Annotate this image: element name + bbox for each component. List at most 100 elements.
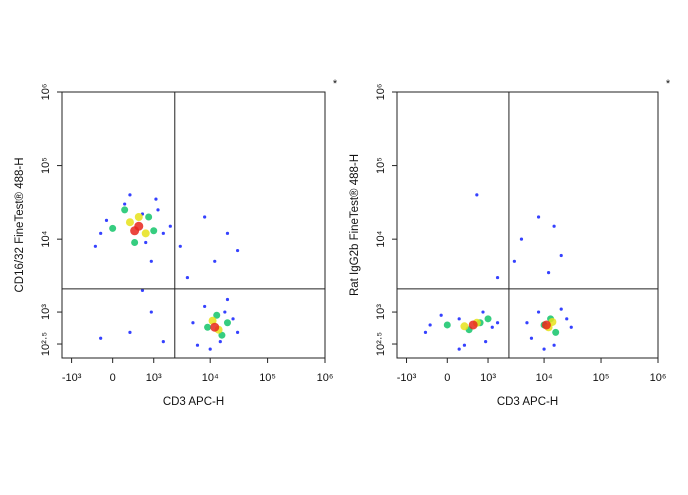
corner-mark: * bbox=[333, 78, 338, 90]
point bbox=[131, 239, 139, 247]
point bbox=[529, 336, 534, 340]
y-tick-label: 10³ bbox=[40, 304, 52, 320]
point bbox=[191, 321, 195, 325]
x-tick-label: 10⁵ bbox=[593, 372, 610, 384]
corner-mark: * bbox=[666, 78, 671, 90]
x-tick-label: -10³ bbox=[62, 372, 82, 384]
point bbox=[443, 321, 451, 329]
point bbox=[121, 206, 129, 214]
x-tick-label: -10³ bbox=[397, 372, 417, 384]
x-axis-title: CD3 APC-H bbox=[163, 396, 224, 408]
y-axis-title: CD16/32 FineTest® 488-H bbox=[14, 157, 26, 292]
point bbox=[475, 193, 479, 197]
y-tick-label: 10²·⁵ bbox=[375, 332, 387, 356]
point bbox=[225, 231, 230, 235]
point bbox=[542, 347, 546, 351]
point bbox=[468, 320, 478, 330]
point bbox=[559, 253, 563, 258]
point bbox=[218, 339, 222, 344]
point bbox=[559, 307, 563, 311]
point bbox=[484, 315, 492, 323]
point bbox=[161, 339, 165, 344]
point bbox=[462, 343, 467, 347]
point bbox=[460, 322, 469, 331]
point bbox=[213, 259, 217, 263]
point bbox=[223, 310, 227, 314]
point bbox=[552, 224, 556, 228]
point bbox=[457, 317, 461, 321]
x-tick-label: 10⁶ bbox=[650, 372, 667, 384]
point bbox=[104, 218, 109, 222]
point bbox=[457, 347, 461, 351]
point bbox=[546, 271, 551, 275]
point bbox=[185, 275, 190, 280]
point bbox=[154, 197, 158, 201]
point bbox=[552, 343, 556, 347]
y-tick-label: 10⁶ bbox=[40, 84, 52, 101]
point bbox=[223, 319, 231, 327]
plot-frame bbox=[61, 91, 326, 359]
point bbox=[93, 244, 97, 248]
x-tick-label: 10⁴ bbox=[202, 372, 219, 384]
point bbox=[203, 304, 207, 309]
y-tick-label: 10⁶ bbox=[375, 84, 387, 101]
point bbox=[161, 231, 165, 235]
point bbox=[149, 310, 153, 314]
x-tick-label: 10⁶ bbox=[317, 372, 334, 384]
point bbox=[428, 323, 432, 327]
y-axis-title: Rat IgG2b FineTest® 488-H bbox=[349, 154, 361, 296]
x-tick-label: 10³ bbox=[146, 372, 162, 384]
point bbox=[536, 215, 541, 219]
point bbox=[99, 231, 103, 235]
x-axis-title: CD3 APC-H bbox=[497, 396, 558, 408]
point bbox=[495, 321, 500, 325]
point bbox=[569, 325, 573, 329]
point bbox=[231, 317, 235, 321]
y-tick-label: 10³ bbox=[375, 304, 387, 320]
point bbox=[213, 311, 221, 319]
point bbox=[204, 323, 212, 331]
point bbox=[128, 330, 132, 334]
x-tick-label: 0 bbox=[444, 372, 450, 384]
point bbox=[208, 316, 217, 325]
point bbox=[128, 193, 132, 197]
point bbox=[125, 218, 134, 227]
x-tick-label: 10⁴ bbox=[536, 372, 553, 384]
point bbox=[123, 202, 127, 206]
point bbox=[484, 339, 488, 344]
point bbox=[439, 313, 443, 317]
point bbox=[495, 275, 500, 280]
point bbox=[99, 336, 103, 340]
point bbox=[178, 244, 182, 248]
point bbox=[235, 330, 240, 334]
point bbox=[144, 240, 148, 245]
point bbox=[156, 208, 160, 212]
point bbox=[490, 325, 494, 329]
point bbox=[536, 310, 541, 314]
point bbox=[225, 297, 230, 302]
point bbox=[109, 224, 117, 232]
y-tick-label: 10⁴ bbox=[375, 230, 387, 247]
x-tick-label: 10³ bbox=[480, 372, 496, 384]
point bbox=[525, 321, 529, 325]
point bbox=[519, 237, 524, 241]
point bbox=[210, 322, 220, 332]
y-tick-label: 10⁵ bbox=[375, 157, 387, 174]
point bbox=[552, 328, 560, 336]
point bbox=[218, 331, 226, 339]
x-tick-label: 0 bbox=[110, 372, 116, 384]
point bbox=[203, 215, 207, 219]
point bbox=[481, 310, 485, 314]
point bbox=[423, 330, 428, 334]
point bbox=[145, 213, 153, 221]
point bbox=[208, 347, 212, 351]
point bbox=[150, 227, 158, 235]
point bbox=[130, 226, 140, 236]
y-tick-label: 10⁵ bbox=[40, 157, 52, 174]
point bbox=[140, 288, 145, 293]
point bbox=[149, 259, 153, 263]
point bbox=[195, 343, 200, 347]
point bbox=[541, 320, 551, 330]
point bbox=[512, 259, 516, 263]
